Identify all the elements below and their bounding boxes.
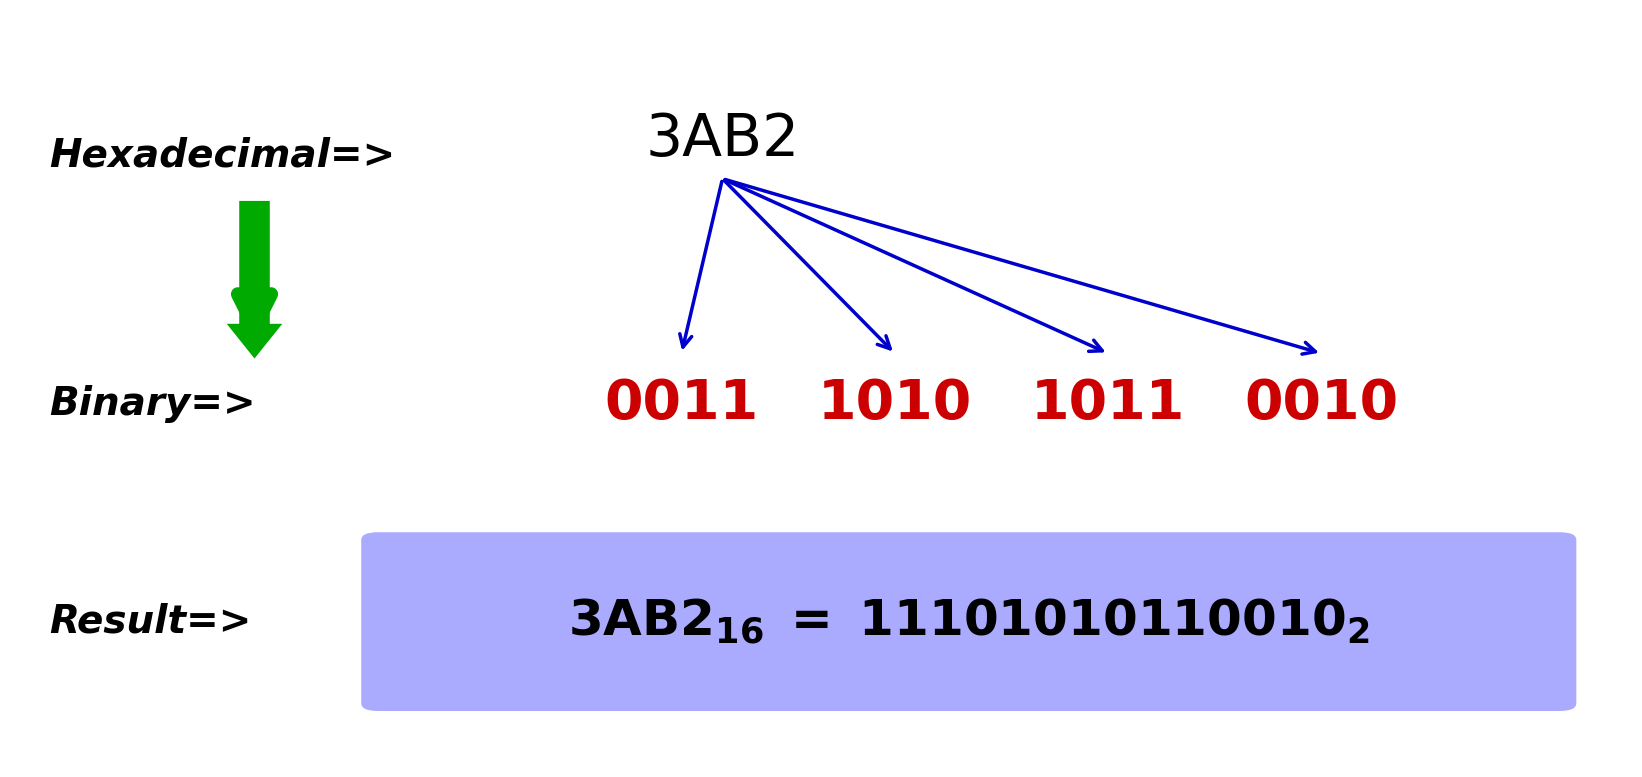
Text: 1010: 1010 bbox=[818, 377, 972, 431]
Text: 3AB2: 3AB2 bbox=[645, 111, 800, 169]
FancyBboxPatch shape bbox=[361, 532, 1576, 711]
Text: 0011: 0011 bbox=[604, 377, 759, 431]
Text: 1011: 1011 bbox=[1031, 377, 1186, 431]
Text: $\mathbf{3AB2_{16}\ =\ 11101010110010_2}$: $\mathbf{3AB2_{16}\ =\ 11101010110010_2}… bbox=[568, 597, 1369, 646]
Text: Result=>: Result=> bbox=[49, 603, 251, 640]
Text: Binary=>: Binary=> bbox=[49, 385, 256, 423]
Text: 0010: 0010 bbox=[1245, 377, 1399, 431]
Text: Hexadecimal=>: Hexadecimal=> bbox=[49, 137, 396, 174]
